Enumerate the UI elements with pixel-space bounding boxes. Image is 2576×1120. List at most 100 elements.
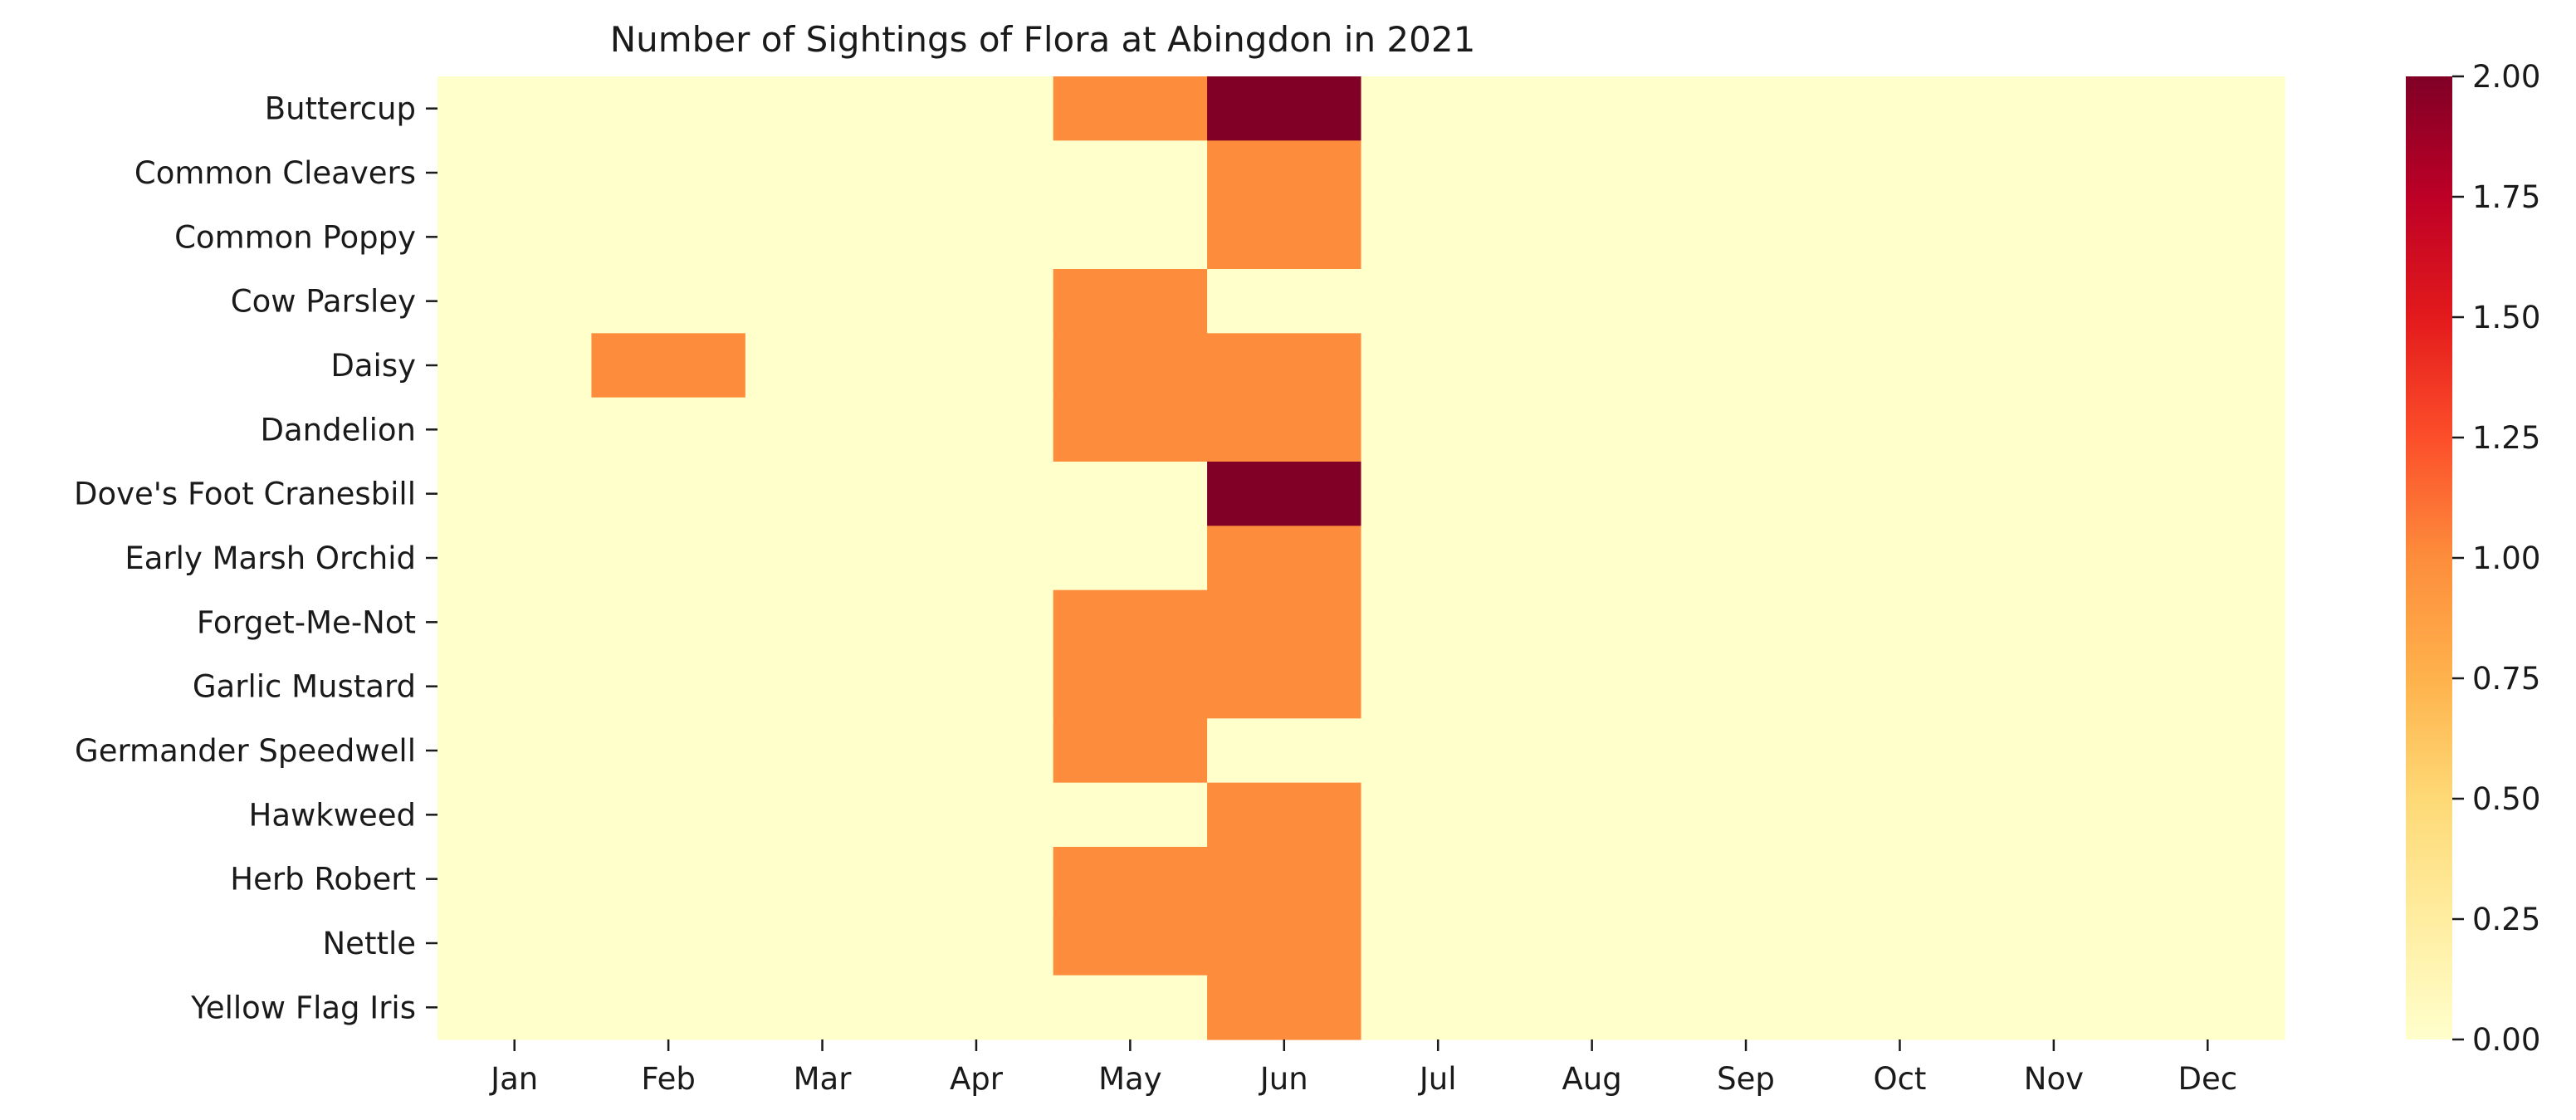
heatmap-cell	[591, 718, 746, 784]
heatmap-cell	[1977, 140, 2132, 206]
heatmap-cell	[745, 975, 900, 1040]
heatmap-cell	[745, 911, 900, 976]
heatmap-cell	[437, 462, 593, 526]
heatmap-cell	[2130, 526, 2285, 591]
heatmap-cell	[591, 140, 746, 206]
y-tick-label: Cow Parsley	[231, 284, 416, 320]
heatmap-cell	[1053, 975, 1208, 1040]
heatmap-cell	[591, 204, 746, 270]
heatmap-cell	[437, 269, 593, 334]
heatmap-cell	[1669, 333, 1824, 399]
heatmap-cell	[1053, 718, 1208, 784]
x-tick-label: Jul	[1418, 1061, 1457, 1097]
heatmap-cell	[591, 782, 746, 848]
heatmap-cell	[1822, 526, 1977, 591]
heatmap-cell	[1822, 589, 1977, 655]
heatmap-cell	[1514, 589, 1669, 655]
y-tick-label: Common Poppy	[174, 219, 416, 255]
heatmap-cell	[591, 76, 746, 141]
x-tick-label: Feb	[641, 1061, 696, 1097]
heatmap-cell	[1669, 847, 1824, 912]
heatmap-cell	[745, 333, 900, 399]
colorbar-tick-label: 1.00	[2472, 540, 2540, 576]
heatmap-cell	[1361, 140, 1516, 206]
heatmap-cell	[1361, 397, 1516, 462]
heatmap-cell	[745, 140, 900, 206]
heatmap-cell	[1053, 782, 1208, 848]
heatmap-cell	[1207, 911, 1362, 976]
heatmap-cell	[2130, 462, 2285, 526]
heatmap-cell	[2130, 782, 2285, 848]
heatmap-cell	[899, 718, 1054, 784]
heatmap-cell	[1669, 975, 1824, 1040]
colorbar-ticks: 0.00 0.25 0.50 0.75 1.00 1.25 1.50 1.75 2.00	[2452, 59, 2540, 1058]
heatmap-cell	[1053, 462, 1208, 526]
heatmap-cell	[899, 462, 1054, 526]
y-tick-label: Garlic Mustard	[193, 669, 416, 705]
heatmap-cell	[745, 462, 900, 526]
heatmap-cell	[1669, 526, 1824, 591]
heatmap-cell	[1977, 654, 2132, 719]
heatmap-cell	[437, 911, 593, 976]
heatmap-cell	[899, 76, 1054, 141]
y-axis-labels: Buttercup Common Cleavers Common Poppy Cow …	[74, 91, 437, 1025]
colorbar-tick-label: 1.50	[2472, 300, 2540, 335]
heatmap-cell	[2130, 975, 2285, 1040]
heatmap-cell	[1514, 911, 1669, 976]
heatmap-cell	[1514, 782, 1669, 848]
heatmap-cell	[899, 526, 1054, 591]
heatmap-cell	[899, 975, 1054, 1040]
y-tick-label: Yellow Flag Iris	[190, 990, 416, 1025]
heatmap-cell	[1822, 975, 1977, 1040]
heatmap-cell	[1822, 76, 1977, 141]
heatmap-cell	[1669, 589, 1824, 655]
heatmap-cell	[1361, 654, 1516, 719]
heatmap-cell	[1361, 589, 1516, 655]
heatmap-cell	[1977, 333, 2132, 399]
x-tick-label: Jan	[489, 1061, 538, 1097]
heatmap-cell	[1207, 975, 1362, 1040]
heatmap-cell	[591, 911, 746, 976]
heatmap-cell	[1822, 140, 1977, 206]
heatmap-cell	[1514, 975, 1669, 1040]
heatmap-cell	[1822, 333, 1977, 399]
heatmap-cell	[1514, 718, 1669, 784]
heatmap-cell	[1669, 397, 1824, 462]
heatmap-cell	[1822, 462, 1977, 526]
heatmap-cell	[1361, 847, 1516, 912]
heatmap-cell	[437, 718, 593, 784]
x-tick-label: May	[1098, 1061, 1162, 1097]
heatmap-cell	[1977, 204, 2132, 270]
heatmap-cell	[437, 76, 593, 141]
y-tick-label: Germander Speedwell	[75, 733, 416, 769]
colorbar-tick-label: 0.00	[2472, 1022, 2540, 1058]
heatmap-cell	[1669, 911, 1824, 976]
heatmap-cell	[2130, 76, 2285, 141]
colorbar-tick-label: 0.50	[2472, 781, 2540, 817]
heatmap-cell	[745, 204, 900, 270]
chart-title: Number of Sightings of Flora at Abingdon…	[610, 19, 1476, 60]
heatmap-cell	[1822, 269, 1977, 334]
heatmap-cell	[1977, 782, 2132, 848]
heatmap-cell	[1207, 589, 1362, 655]
heatmap-cell	[591, 333, 746, 399]
heatmap-cell	[1053, 654, 1208, 719]
heatmap-cell	[745, 718, 900, 784]
heatmap-cell	[1361, 526, 1516, 591]
heatmap-cell	[1822, 204, 1977, 270]
heatmap-cell	[1514, 526, 1669, 591]
heatmap-cell	[1977, 397, 2132, 462]
heatmap-cell	[1207, 397, 1362, 462]
heatmap-cell	[899, 847, 1054, 912]
heatmap-cell	[1207, 847, 1362, 912]
heatmap-cell	[2130, 589, 2285, 655]
heatmap-cell	[899, 269, 1054, 334]
heatmap-cell	[899, 589, 1054, 655]
heatmap-cell	[1977, 269, 2132, 334]
heatmap-cell	[2130, 269, 2285, 334]
x-tick-label: Nov	[2024, 1061, 2084, 1097]
heatmap-cell	[1977, 975, 2132, 1040]
heatmap-cell	[1053, 76, 1208, 141]
heatmap-cell	[1822, 718, 1977, 784]
heatmap-cell	[437, 847, 593, 912]
